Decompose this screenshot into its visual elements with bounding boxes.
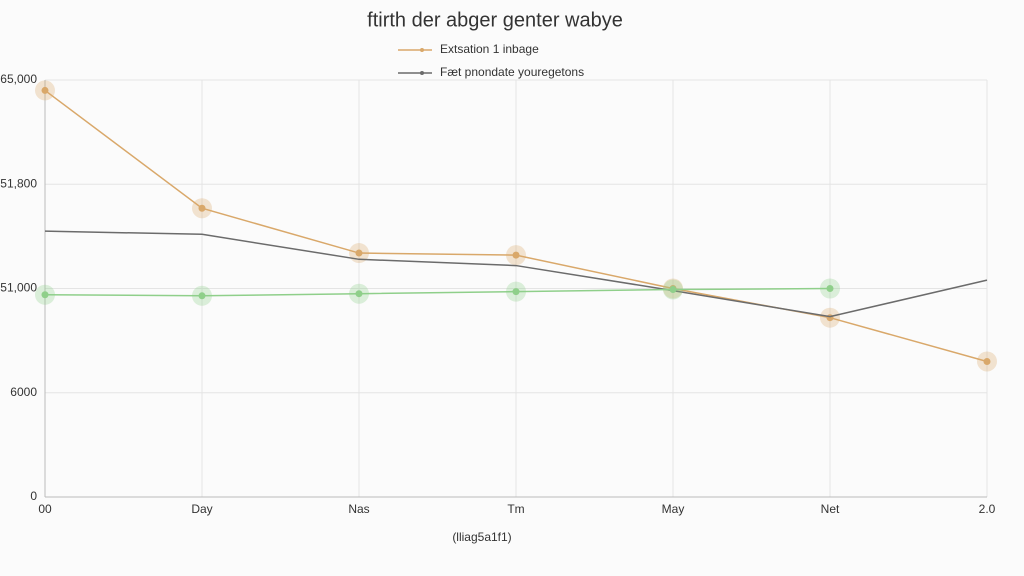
legend-marker bbox=[420, 48, 424, 52]
point bbox=[41, 291, 49, 299]
y-tick-label: 51,000 bbox=[0, 281, 37, 295]
x-tick-label: Net bbox=[821, 502, 840, 516]
point bbox=[198, 292, 206, 300]
x-tick-label: May bbox=[662, 502, 685, 516]
x-tick-label: 00 bbox=[38, 502, 52, 516]
x-axis-label: (lliag5a1f1) bbox=[452, 530, 511, 544]
chart-title: ftirth der abger genter wabye bbox=[367, 9, 623, 31]
x-tick-label: 2.0 bbox=[979, 502, 996, 516]
point bbox=[826, 314, 834, 322]
series-line bbox=[44, 287, 831, 297]
legend-label: Extsation 1 inbage bbox=[440, 42, 539, 56]
point bbox=[512, 288, 520, 296]
point bbox=[198, 204, 206, 212]
y-tick-label: 0 bbox=[30, 489, 37, 503]
point bbox=[355, 249, 363, 257]
x-tick-label: Day bbox=[191, 502, 212, 516]
y-tick-label: 6000 bbox=[10, 385, 37, 399]
x-tick-label: Tm bbox=[507, 502, 524, 516]
y-tick-label: 51,800 bbox=[0, 176, 37, 190]
point bbox=[41, 86, 49, 94]
legend-marker bbox=[420, 71, 424, 75]
legend-label: Fæt pnondate youregetons bbox=[440, 65, 584, 79]
y-tick-label: 65,000 bbox=[0, 72, 37, 86]
series-line bbox=[44, 230, 988, 318]
point bbox=[669, 286, 677, 294]
point bbox=[983, 357, 991, 365]
point bbox=[512, 251, 520, 259]
x-tick-label: Nas bbox=[348, 502, 369, 516]
point bbox=[826, 285, 834, 292]
point bbox=[355, 290, 363, 298]
